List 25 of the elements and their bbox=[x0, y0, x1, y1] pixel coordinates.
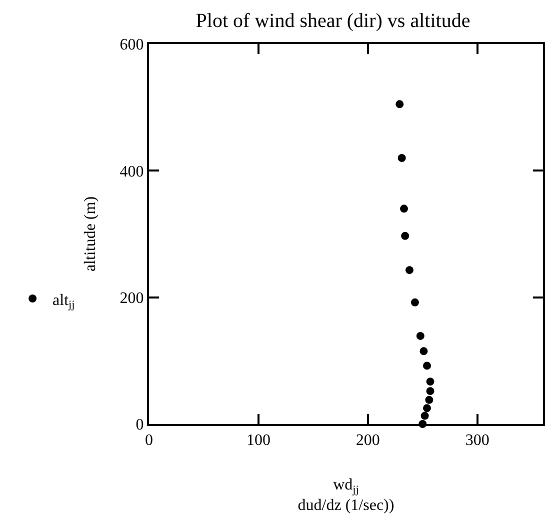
y-axis-title: altitude (m) bbox=[82, 196, 100, 272]
y-tick-label: 200 bbox=[120, 290, 144, 307]
y-tick-label: 0 bbox=[136, 416, 144, 434]
point bbox=[420, 412, 429, 420]
x-tick-label: 200 bbox=[356, 432, 380, 450]
point bbox=[422, 362, 431, 370]
x-tick-label: 100 bbox=[246, 432, 270, 450]
point bbox=[422, 404, 431, 412]
y-tick-label: 400 bbox=[120, 163, 144, 180]
point bbox=[401, 232, 410, 240]
point bbox=[398, 154, 406, 162]
point bbox=[405, 266, 414, 274]
legend-label: alt$_{jj}$ bbox=[52, 292, 75, 312]
x-tick-label: 300 bbox=[465, 432, 490, 450]
point bbox=[426, 378, 434, 386]
point bbox=[400, 204, 408, 213]
x-axis-title: wd$_{jj}$ dud/dz (1/sec)) bbox=[298, 476, 394, 514]
point bbox=[420, 347, 428, 356]
y-tick-label: 600 bbox=[120, 36, 144, 54]
point bbox=[425, 396, 434, 404]
point bbox=[416, 332, 424, 340]
chart-title: Plot of wind shear (dir) vs altitude bbox=[196, 10, 470, 32]
point bbox=[410, 298, 419, 306]
point bbox=[426, 387, 434, 396]
point bbox=[396, 100, 404, 108]
